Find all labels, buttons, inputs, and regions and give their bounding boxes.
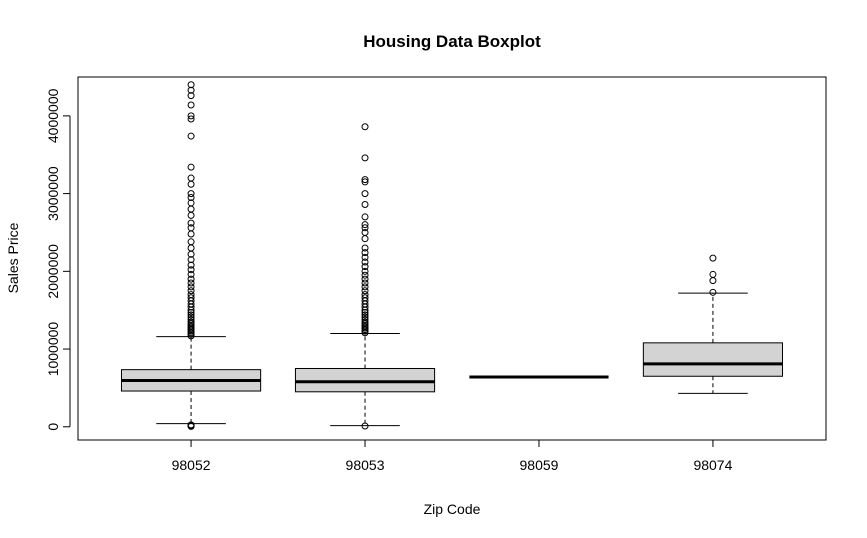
outlier-point bbox=[187, 219, 195, 227]
y-tick-label: 2000000 bbox=[45, 244, 61, 299]
y-tick-label: 3000000 bbox=[45, 166, 61, 221]
outlier-point bbox=[187, 112, 195, 120]
iqr-box bbox=[642, 342, 784, 377]
outlier-point bbox=[361, 221, 369, 229]
x-tick-label: 98074 bbox=[693, 457, 732, 473]
outlier-point bbox=[361, 228, 369, 236]
outlier-point bbox=[187, 199, 195, 207]
outlier-point bbox=[187, 115, 195, 123]
outlier-point bbox=[187, 270, 195, 278]
outlier-point bbox=[709, 254, 717, 262]
outlier-point bbox=[187, 275, 195, 283]
outlier-point bbox=[361, 263, 369, 271]
outlier-point bbox=[709, 270, 717, 278]
outlier-point bbox=[361, 279, 369, 287]
outlier-point bbox=[187, 266, 195, 274]
x-tick-label: 98053 bbox=[346, 457, 385, 473]
iqr-box bbox=[294, 367, 436, 393]
box-98074 bbox=[642, 254, 784, 394]
outlier-point bbox=[361, 283, 369, 291]
x-axis: 98052 98053 98059 98074 bbox=[172, 439, 733, 473]
outlier-point bbox=[361, 213, 369, 221]
outlier-point bbox=[187, 287, 195, 295]
outlier-point bbox=[187, 311, 195, 319]
outlier-point bbox=[187, 291, 195, 299]
outlier-point bbox=[361, 294, 369, 302]
outlier-point bbox=[361, 258, 369, 266]
outlier-point bbox=[187, 81, 195, 89]
outlier-point bbox=[187, 174, 195, 182]
outlier-point bbox=[709, 288, 717, 296]
outlier-point bbox=[361, 313, 369, 321]
outlier-point bbox=[187, 211, 195, 219]
outlier-point bbox=[187, 294, 195, 302]
outlier-point bbox=[187, 261, 195, 269]
outlier-point bbox=[361, 200, 369, 208]
box-98052 bbox=[120, 81, 262, 430]
outlier-point bbox=[187, 132, 195, 140]
outlier-point bbox=[361, 311, 369, 319]
outlier-point bbox=[187, 224, 195, 232]
outlier-point bbox=[361, 253, 369, 261]
outlier-point bbox=[187, 309, 195, 317]
outlier-point bbox=[361, 235, 369, 243]
outlier-point bbox=[361, 275, 369, 283]
outlier-point bbox=[361, 316, 369, 324]
outlier-point bbox=[187, 86, 195, 94]
outlier-point bbox=[187, 313, 195, 321]
outlier-point bbox=[361, 154, 369, 162]
outlier-point bbox=[187, 238, 195, 246]
outlier-point bbox=[187, 256, 195, 264]
y-tick-label: 0 bbox=[45, 423, 61, 431]
outlier-point bbox=[187, 163, 195, 171]
outlier-point bbox=[187, 101, 195, 109]
x-tick-label: 98052 bbox=[172, 457, 211, 473]
outlier-point bbox=[361, 271, 369, 279]
y-tick-label: 1000000 bbox=[45, 322, 61, 377]
outlier-point bbox=[187, 279, 195, 287]
boxes-group bbox=[120, 81, 784, 430]
outlier-point bbox=[361, 123, 369, 131]
outlier-point bbox=[187, 193, 195, 201]
chart-title: Housing Data Boxplot bbox=[363, 32, 541, 51]
box-98053 bbox=[294, 123, 436, 430]
x-tick-label: 98059 bbox=[520, 457, 559, 473]
outlier-point bbox=[187, 190, 195, 198]
outlier-point bbox=[361, 291, 369, 299]
outlier-point bbox=[361, 178, 369, 186]
outlier-point bbox=[187, 316, 195, 324]
outlier-point bbox=[361, 422, 369, 430]
outlier-point bbox=[361, 267, 369, 275]
outlier-point bbox=[709, 277, 717, 285]
outlier-point bbox=[187, 230, 195, 238]
outlier-point bbox=[361, 224, 369, 232]
outlier-point bbox=[361, 287, 369, 295]
y-axis: 0 1000000 2000000 3000000 4000000 bbox=[45, 88, 71, 431]
outlier-point bbox=[361, 318, 369, 326]
y-axis-title: Sales Price bbox=[5, 222, 21, 293]
outlier-point bbox=[361, 249, 369, 257]
outlier-point bbox=[187, 205, 195, 213]
outlier-point bbox=[187, 180, 195, 188]
y-tick-label: 4000000 bbox=[45, 88, 61, 143]
outlier-point bbox=[187, 92, 195, 100]
outlier-point bbox=[361, 190, 369, 198]
outlier-point bbox=[187, 244, 195, 252]
outlier-point bbox=[187, 318, 195, 326]
outlier-point bbox=[187, 283, 195, 291]
x-axis-title: Zip Code bbox=[424, 501, 481, 517]
outlier-point bbox=[361, 176, 369, 184]
outlier-point bbox=[361, 244, 369, 252]
outlier-point bbox=[361, 309, 369, 317]
outlier-point bbox=[187, 421, 195, 429]
